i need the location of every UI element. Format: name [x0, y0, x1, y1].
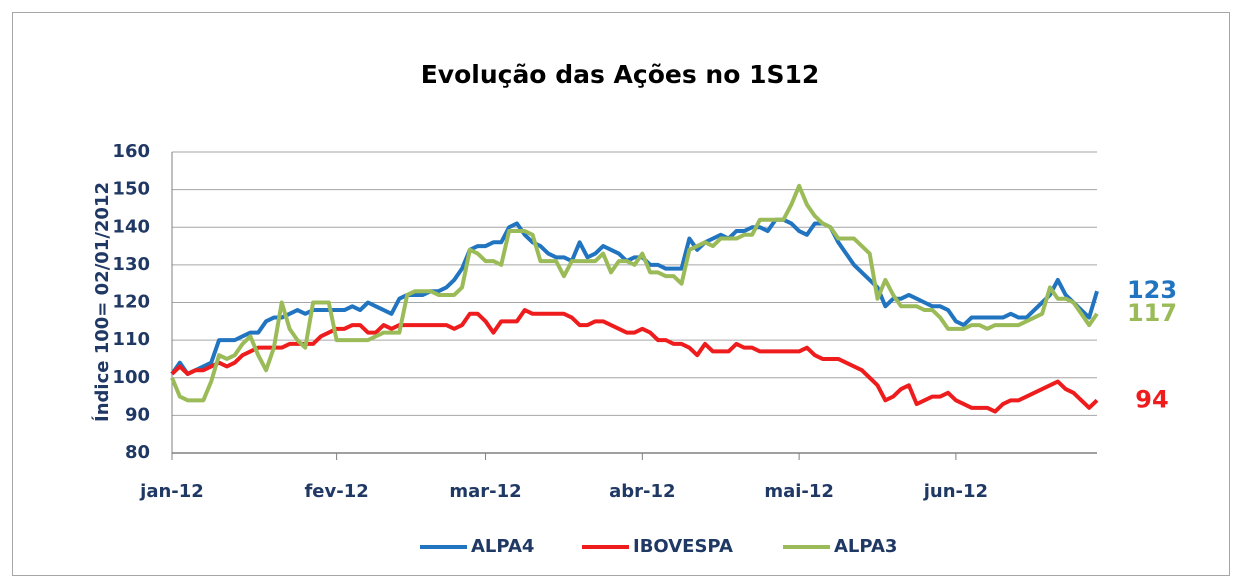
x-tick-label: jan-12 — [139, 481, 204, 502]
y-tick-label: 160 — [112, 141, 150, 162]
y-tick-label: 120 — [112, 292, 150, 313]
x-tick-label: mai-12 — [764, 481, 834, 502]
y-tick-label: 80 — [125, 442, 150, 463]
legend-label: ALPA3 — [834, 536, 897, 557]
y-tick-label: 150 — [112, 179, 150, 200]
legend-label: ALPA4 — [471, 536, 534, 557]
legend-label: IBOVESPA — [633, 536, 733, 557]
y-axis-label: Índice 100= 02/01/2012 — [91, 182, 113, 422]
x-tick-label: mar-12 — [449, 481, 521, 502]
line-series — [170, 308, 1099, 414]
line-series — [170, 217, 1099, 376]
y-tick-label: 140 — [112, 216, 150, 237]
y-tick-label: 100 — [112, 367, 150, 388]
x-tick-label: fev-12 — [304, 481, 368, 502]
y-tick-label: 110 — [112, 329, 150, 350]
x-tick-label: abr-12 — [609, 481, 675, 502]
x-tick-label: jun-12 — [923, 481, 988, 502]
y-tick-label: 90 — [125, 404, 150, 425]
y-tick-label: 130 — [112, 254, 150, 275]
end-label: 117 — [1127, 299, 1177, 327]
chart-title: Evolução das Ações no 1S12 — [421, 60, 820, 89]
chart-frame — [12, 12, 1230, 576]
end-label: 94 — [1135, 385, 1168, 413]
line-series — [170, 183, 1099, 403]
end-label: 123 — [1127, 276, 1177, 304]
